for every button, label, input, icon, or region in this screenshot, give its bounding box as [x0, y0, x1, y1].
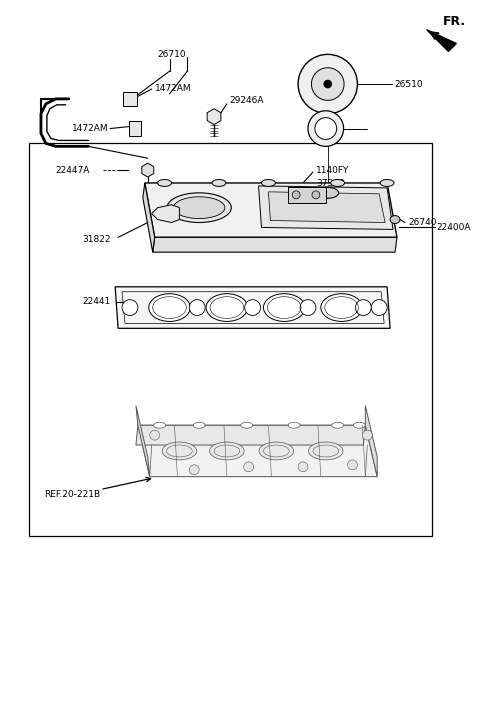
Ellipse shape: [309, 442, 343, 460]
Circle shape: [298, 462, 308, 472]
Circle shape: [308, 111, 344, 146]
Polygon shape: [136, 425, 365, 445]
Polygon shape: [153, 237, 397, 252]
Ellipse shape: [206, 294, 248, 321]
Circle shape: [189, 465, 199, 475]
Ellipse shape: [167, 193, 231, 223]
Polygon shape: [207, 109, 221, 125]
Bar: [29, 143, 432, 536]
Ellipse shape: [262, 180, 276, 186]
Ellipse shape: [157, 180, 171, 186]
Circle shape: [312, 68, 344, 100]
Circle shape: [298, 54, 358, 114]
Ellipse shape: [162, 442, 197, 460]
Circle shape: [371, 300, 387, 316]
Text: 31822: 31822: [83, 235, 111, 244]
Text: 26710: 26710: [157, 50, 186, 59]
Ellipse shape: [331, 180, 345, 186]
Circle shape: [150, 430, 160, 440]
Circle shape: [292, 191, 300, 199]
Text: 22400A: 22400A: [436, 223, 471, 232]
Circle shape: [122, 300, 138, 316]
Circle shape: [312, 191, 320, 199]
Ellipse shape: [193, 422, 205, 428]
Bar: [123, 92, 137, 106]
Polygon shape: [115, 287, 390, 329]
Circle shape: [324, 80, 332, 88]
Text: 22447A: 22447A: [56, 165, 90, 175]
Polygon shape: [268, 192, 385, 223]
Polygon shape: [138, 425, 377, 477]
Ellipse shape: [353, 422, 365, 428]
Polygon shape: [142, 163, 154, 177]
Bar: [288, 187, 326, 203]
Text: REF.20-221B: REF.20-221B: [44, 490, 100, 499]
Ellipse shape: [332, 422, 344, 428]
Bar: [129, 120, 141, 137]
Ellipse shape: [288, 422, 300, 428]
Ellipse shape: [154, 422, 166, 428]
Ellipse shape: [259, 442, 294, 460]
Ellipse shape: [390, 216, 400, 223]
Polygon shape: [259, 186, 393, 229]
Text: 26510: 26510: [394, 79, 423, 89]
Text: 29246A: 29246A: [229, 97, 264, 105]
Ellipse shape: [317, 188, 338, 198]
Text: 22441: 22441: [83, 297, 111, 306]
Circle shape: [244, 462, 253, 472]
Ellipse shape: [212, 180, 226, 186]
Text: 26502: 26502: [308, 124, 336, 133]
Polygon shape: [145, 183, 397, 237]
Ellipse shape: [321, 294, 362, 321]
Circle shape: [189, 300, 205, 316]
Circle shape: [362, 430, 372, 440]
Ellipse shape: [149, 294, 190, 321]
Text: 1140FY: 1140FY: [316, 165, 349, 175]
Ellipse shape: [210, 442, 244, 460]
Circle shape: [356, 300, 371, 316]
Text: 37369: 37369: [316, 180, 345, 188]
Polygon shape: [365, 405, 377, 477]
Text: 1472AM: 1472AM: [155, 84, 192, 94]
Text: 1472AM: 1472AM: [72, 124, 108, 133]
Ellipse shape: [241, 422, 252, 428]
Circle shape: [315, 117, 336, 140]
Polygon shape: [136, 405, 150, 477]
Circle shape: [245, 300, 261, 316]
Circle shape: [300, 300, 316, 316]
Polygon shape: [427, 29, 456, 52]
Ellipse shape: [264, 294, 305, 321]
Ellipse shape: [173, 197, 225, 218]
Text: FR.: FR.: [443, 15, 466, 28]
Ellipse shape: [380, 180, 394, 186]
Polygon shape: [143, 183, 155, 252]
Circle shape: [348, 460, 358, 470]
Text: 26740: 26740: [409, 218, 437, 227]
Polygon shape: [152, 205, 180, 223]
